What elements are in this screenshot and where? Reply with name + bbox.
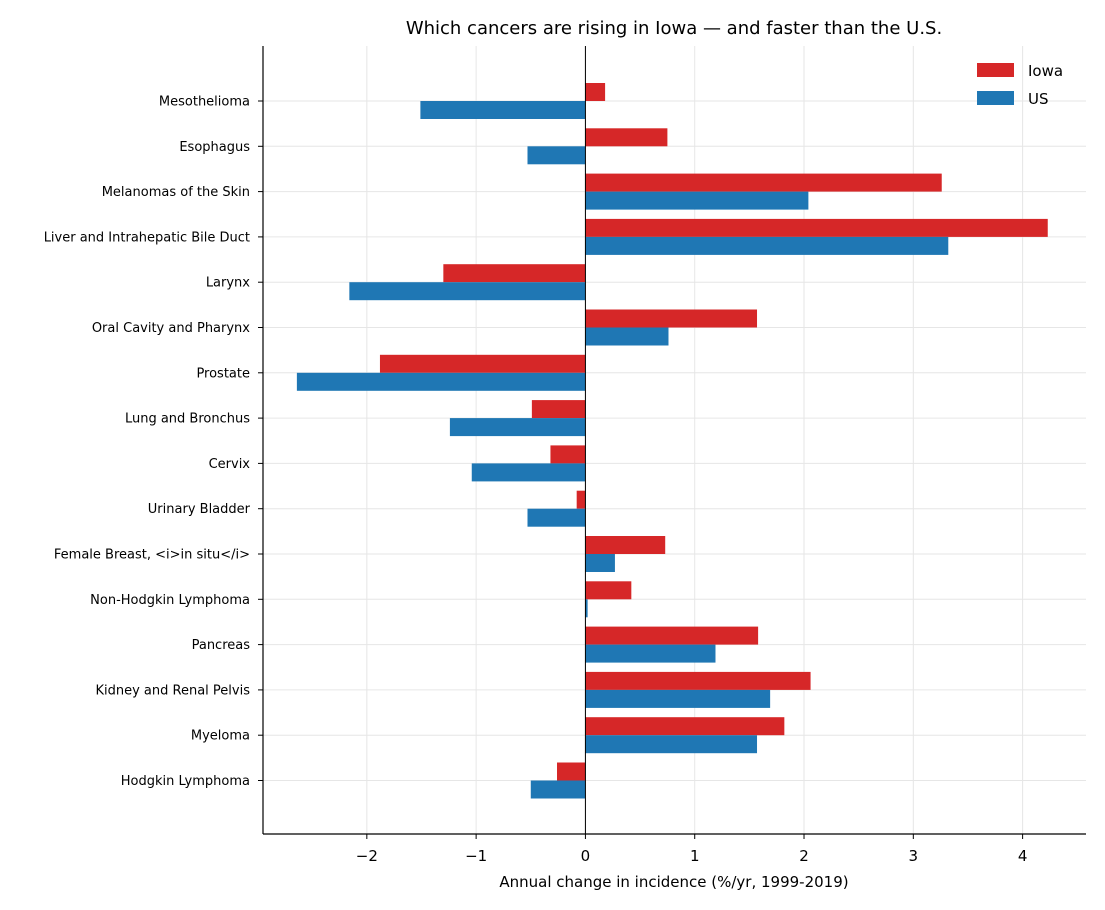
x-tick-label: −1 xyxy=(465,847,487,865)
bar-iowa xyxy=(585,83,606,101)
legend-label: US xyxy=(1028,90,1049,108)
bar-iowa xyxy=(585,671,811,690)
legend-swatch-us xyxy=(977,91,1014,105)
bar-us xyxy=(349,282,586,301)
bar-us xyxy=(585,554,615,572)
x-tick-label: 4 xyxy=(1018,847,1028,865)
bar-iowa xyxy=(585,128,668,147)
y-tick-label: Liver and Intrahepatic Bile Duct xyxy=(44,230,250,245)
axes: Mesothelioma Esophagus Melanomas of the Sk… xyxy=(44,46,1086,865)
x-tick-label: 1 xyxy=(690,847,700,865)
bar-us xyxy=(471,463,586,482)
x-axis-label: Annual change in incidence (%/yr, 1999-2… xyxy=(499,873,848,891)
y-tick-label: Myeloma xyxy=(191,729,250,744)
y-tick-label: Prostate xyxy=(196,366,250,381)
y-tick-label: Non-Hodgkin Lymphoma xyxy=(90,593,250,608)
bar-us xyxy=(296,372,586,391)
bar-iowa xyxy=(550,445,586,464)
bar-us xyxy=(527,508,586,527)
bar-us xyxy=(585,644,716,663)
bar-iowa xyxy=(585,626,759,645)
bar-us xyxy=(449,418,586,437)
y-tick-label: Urinary Bladder xyxy=(148,502,251,517)
x-tick-label: 3 xyxy=(909,847,919,865)
bar-iowa xyxy=(585,218,1048,237)
y-tick-label: Cervix xyxy=(209,457,251,472)
chart-title: Which cancers are rising in Iowa — and f… xyxy=(406,18,942,39)
bar-us xyxy=(527,146,586,165)
x-tick-label: −2 xyxy=(356,847,378,865)
bar-iowa xyxy=(585,309,758,328)
bar-us xyxy=(420,101,586,119)
bar-iowa xyxy=(585,536,666,554)
x-tick-label: 0 xyxy=(581,847,591,865)
bar-iowa xyxy=(585,173,942,192)
bar-iowa xyxy=(557,762,586,781)
bar-us xyxy=(585,599,588,618)
y-tick-label: Pancreas xyxy=(192,638,251,653)
bar-us xyxy=(585,191,809,210)
bar-iowa xyxy=(531,400,586,419)
bar-us xyxy=(585,327,669,346)
y-tick-label: Lung and Bronchus xyxy=(125,412,250,427)
legend: Iowa US xyxy=(977,62,1063,108)
bar-iowa xyxy=(585,581,632,600)
y-tick-label: Oral Cavity and Pharynx xyxy=(92,321,250,336)
bar-iowa xyxy=(443,264,586,283)
y-tick-label: Melanomas of the Skin xyxy=(102,185,250,200)
bar-us xyxy=(530,780,586,799)
bar-us xyxy=(585,735,758,754)
bar-us xyxy=(585,689,771,708)
y-tick-label: Female Breast, <i>in situ</i> xyxy=(54,548,250,563)
y-tick-label: Esophagus xyxy=(179,140,250,155)
bars xyxy=(296,83,1048,799)
x-tick-label: 2 xyxy=(799,847,809,865)
y-tick-label: Hodgkin Lymphoma xyxy=(121,774,250,789)
bar-iowa xyxy=(379,354,586,373)
y-tick-label: Larynx xyxy=(206,276,250,291)
legend-swatch-iowa xyxy=(977,63,1014,77)
grid xyxy=(263,46,1086,834)
y-tick-label: Mesothelioma xyxy=(159,95,250,110)
bar-iowa xyxy=(585,717,785,736)
bar-us xyxy=(585,236,949,255)
y-tick-label: Kidney and Renal Pelvis xyxy=(95,683,250,698)
bar-iowa xyxy=(576,490,586,509)
legend-label: Iowa xyxy=(1028,62,1063,80)
